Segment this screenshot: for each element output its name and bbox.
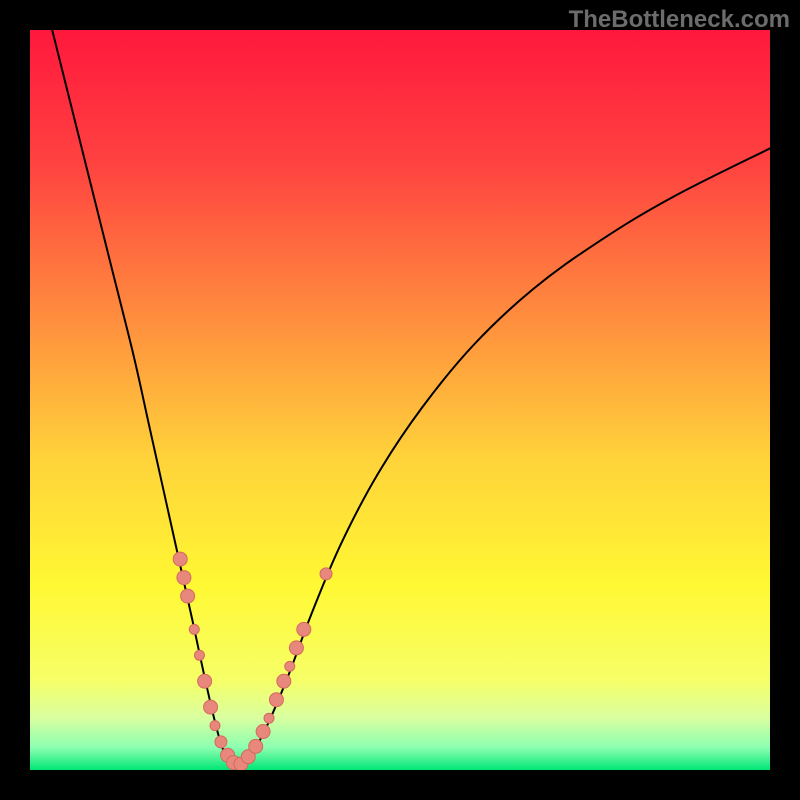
plot-area [30, 30, 770, 770]
plot-svg [30, 30, 770, 770]
marker-point [173, 552, 187, 566]
watermark-text: TheBottleneck.com [569, 6, 790, 34]
marker-point [269, 693, 283, 707]
chart-stage: TheBottleneck.com [0, 0, 800, 800]
marker-point [285, 661, 295, 671]
marker-point [249, 739, 263, 753]
marker-point [297, 622, 311, 636]
marker-point [189, 624, 199, 634]
marker-point [198, 674, 212, 688]
marker-point [256, 725, 270, 739]
marker-point [204, 700, 218, 714]
marker-point [264, 713, 274, 723]
marker-point [210, 721, 220, 731]
marker-point [181, 589, 195, 603]
marker-point [289, 641, 303, 655]
gradient-background [30, 30, 770, 770]
marker-point [320, 568, 332, 580]
marker-point [277, 674, 291, 688]
marker-point [194, 650, 204, 660]
marker-point [177, 571, 191, 585]
marker-point [215, 736, 227, 748]
